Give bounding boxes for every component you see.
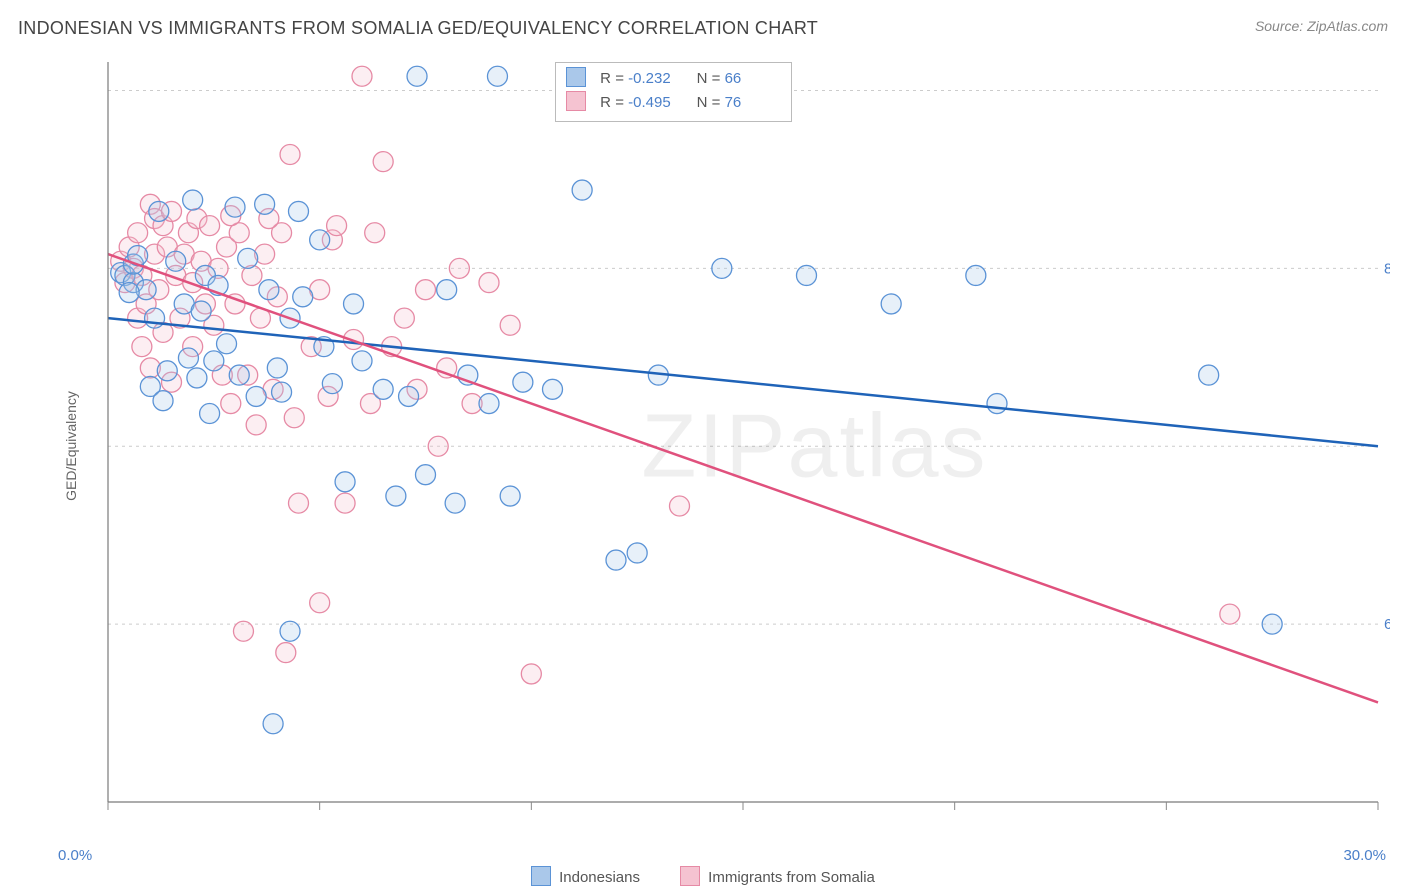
- scatter-point: [627, 543, 647, 563]
- scatter-point: [246, 386, 266, 406]
- scatter-point: [1220, 604, 1240, 624]
- source-attribution: Source: ZipAtlas.com: [1255, 18, 1388, 34]
- scatter-point: [310, 593, 330, 613]
- scatter-point: [238, 248, 258, 268]
- scatter-point: [191, 301, 211, 321]
- scatter-point: [449, 258, 469, 278]
- scatter-point: [407, 66, 427, 86]
- scatter-point: [1262, 614, 1282, 634]
- legend-item-series1: Indonesians: [531, 866, 640, 886]
- scatter-point: [487, 66, 507, 86]
- scatter-point: [373, 152, 393, 172]
- scatter-point: [416, 465, 436, 485]
- y-tick-label: 87.5%: [1384, 260, 1390, 277]
- scatter-point: [289, 493, 309, 513]
- scatter-point: [178, 348, 198, 368]
- scatter-point: [399, 386, 419, 406]
- stats-row-series1: R = -0.232 N = 66: [566, 67, 781, 91]
- scatter-point: [437, 280, 457, 300]
- scatter-point: [187, 368, 207, 388]
- y-tick-label: 62.5%: [1384, 616, 1390, 633]
- scatter-point: [246, 415, 266, 435]
- scatter-point: [416, 280, 436, 300]
- scatter-point: [966, 265, 986, 285]
- scatter-point: [293, 287, 313, 307]
- scatter-point: [276, 643, 296, 663]
- scatter-point: [166, 251, 186, 271]
- scatter-point: [500, 315, 520, 335]
- bottom-legend: Indonesians Immigrants from Somalia: [0, 866, 1406, 886]
- scatter-point: [479, 394, 499, 414]
- scatter-point: [572, 180, 592, 200]
- x-axis-max-label: 30.0%: [1343, 847, 1386, 864]
- scatter-point: [987, 394, 1007, 414]
- scatter-point: [373, 379, 393, 399]
- scatter-point: [479, 273, 499, 293]
- scatter-point: [797, 265, 817, 285]
- scatter-point: [394, 308, 414, 328]
- scatter-point: [1199, 365, 1219, 385]
- scatter-point: [225, 197, 245, 217]
- scatter-point: [221, 394, 241, 414]
- scatter-point: [335, 493, 355, 513]
- scatter-point: [445, 493, 465, 513]
- chart-area: 62.5% 87.5% ZIPatlas: [50, 60, 1390, 850]
- scatter-point: [881, 294, 901, 314]
- scatter-point: [157, 361, 177, 381]
- scatter-point: [255, 194, 275, 214]
- x-axis-min-label: 0.0%: [58, 847, 92, 864]
- scatter-point: [335, 472, 355, 492]
- scatter-point: [284, 408, 304, 428]
- scatter-point: [428, 436, 448, 456]
- scatter-point: [204, 351, 224, 371]
- scatter-point: [259, 280, 279, 300]
- correlation-stats-box: R = -0.232 N = 66 R = -0.495 N = 76: [555, 62, 792, 122]
- scatter-point: [229, 365, 249, 385]
- scatter-point: [712, 258, 732, 278]
- scatter-point: [322, 374, 342, 394]
- scatter-point: [267, 358, 287, 378]
- chart-title: INDONESIAN VS IMMIGRANTS FROM SOMALIA GE…: [18, 18, 818, 38]
- watermark-text: ZIPatlas: [641, 396, 987, 496]
- scatter-point: [217, 334, 237, 354]
- scatter-point: [132, 337, 152, 357]
- scatter-point: [233, 621, 253, 641]
- scatter-point: [272, 382, 292, 402]
- legend-item-series2: Immigrants from Somalia: [680, 866, 875, 886]
- scatter-point: [513, 372, 533, 392]
- scatter-point: [500, 486, 520, 506]
- scatter-point: [280, 145, 300, 165]
- scatter-point: [119, 283, 139, 303]
- scatter-point: [153, 391, 173, 411]
- scatter-point: [365, 223, 385, 243]
- stats-row-series2: R = -0.495 N = 76: [566, 91, 781, 115]
- scatter-point: [149, 201, 169, 221]
- scatter-point: [310, 230, 330, 250]
- scatter-point: [200, 404, 220, 424]
- scatter-point: [263, 714, 283, 734]
- scatter-point: [352, 66, 372, 86]
- scatter-point: [670, 496, 690, 516]
- scatter-point: [521, 664, 541, 684]
- scatter-point: [543, 379, 563, 399]
- scatter-point: [145, 308, 165, 328]
- scatter-point: [280, 621, 300, 641]
- scatter-point: [289, 201, 309, 221]
- scatter-point: [183, 190, 203, 210]
- scatter-point: [200, 216, 220, 236]
- scatter-point: [606, 550, 626, 570]
- scatter-point: [327, 216, 347, 236]
- scatter-point: [344, 294, 364, 314]
- scatter-point: [386, 486, 406, 506]
- scatter-point: [128, 223, 148, 243]
- scatter-chart-svg: 62.5% 87.5% ZIPatlas: [50, 60, 1390, 850]
- scatter-point: [352, 351, 372, 371]
